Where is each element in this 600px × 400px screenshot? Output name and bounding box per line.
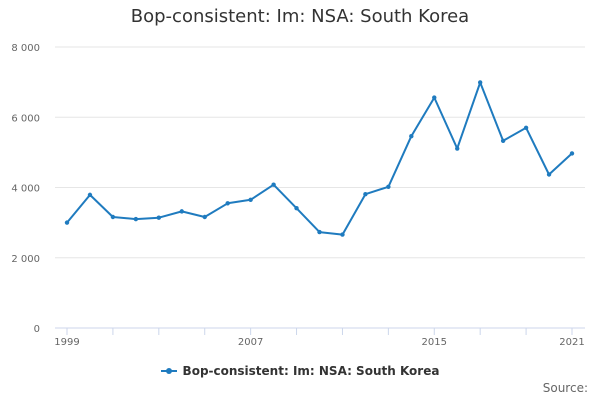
x-axis-labels: 1999 2007 2015 2021	[54, 337, 584, 348]
gridlines	[55, 46, 585, 259]
y-tick-label: 2 000	[11, 254, 40, 265]
chart-title: Bop-consistent: Im: NSA: South Korea	[130, 6, 470, 27]
y-tick-label: 4 000	[11, 184, 40, 195]
legend-series-label[interactable]: Bop-consistent: Im: NSA: South Korea	[182, 364, 440, 378]
y-tick-label: 0	[34, 324, 40, 335]
data-point[interactable]	[569, 151, 575, 156]
data-point[interactable]	[133, 216, 139, 222]
data-point[interactable]	[523, 125, 529, 130]
data-point[interactable]	[202, 214, 207, 220]
data-point[interactable]	[225, 201, 230, 206]
y-tick-label: 6 000	[11, 113, 40, 124]
data-point[interactable]	[271, 182, 276, 187]
data-point[interactable]	[455, 146, 460, 151]
y-axis-labels: 0 2 000 4 000 6 000 8 000	[11, 43, 40, 335]
x-tick-label: 2021	[559, 337, 584, 348]
data-point[interactable]	[248, 197, 253, 202]
data-point[interactable]	[110, 214, 116, 220]
x-tick-label: 2007	[238, 337, 263, 348]
data-point[interactable]	[386, 184, 391, 189]
legend[interactable]: Bop-consistent: Im: NSA: South Korea	[0, 364, 600, 378]
data-point[interactable]	[179, 209, 184, 214]
data-point[interactable]	[546, 172, 552, 177]
data-point[interactable]	[500, 138, 506, 143]
legend-series-marker	[160, 366, 177, 376]
x-axis	[55, 327, 585, 335]
series-line	[66, 81, 573, 236]
x-tick-label: 2015	[422, 337, 447, 348]
data-point[interactable]	[409, 134, 414, 139]
data-point[interactable]	[317, 229, 322, 235]
data-point[interactable]	[477, 80, 483, 85]
series-layer	[64, 80, 575, 237]
x-tick-label: 1999	[54, 337, 79, 348]
y-tick-label: 8 000	[11, 43, 40, 54]
data-point[interactable]	[432, 95, 437, 100]
data-point[interactable]	[340, 232, 345, 237]
data-point[interactable]	[363, 191, 368, 197]
data-point[interactable]	[64, 220, 70, 225]
legend-dot	[165, 368, 172, 374]
source-label: Source:	[542, 381, 588, 395]
data-point[interactable]	[87, 192, 93, 198]
data-point[interactable]	[156, 215, 162, 220]
data-point[interactable]	[294, 206, 299, 211]
